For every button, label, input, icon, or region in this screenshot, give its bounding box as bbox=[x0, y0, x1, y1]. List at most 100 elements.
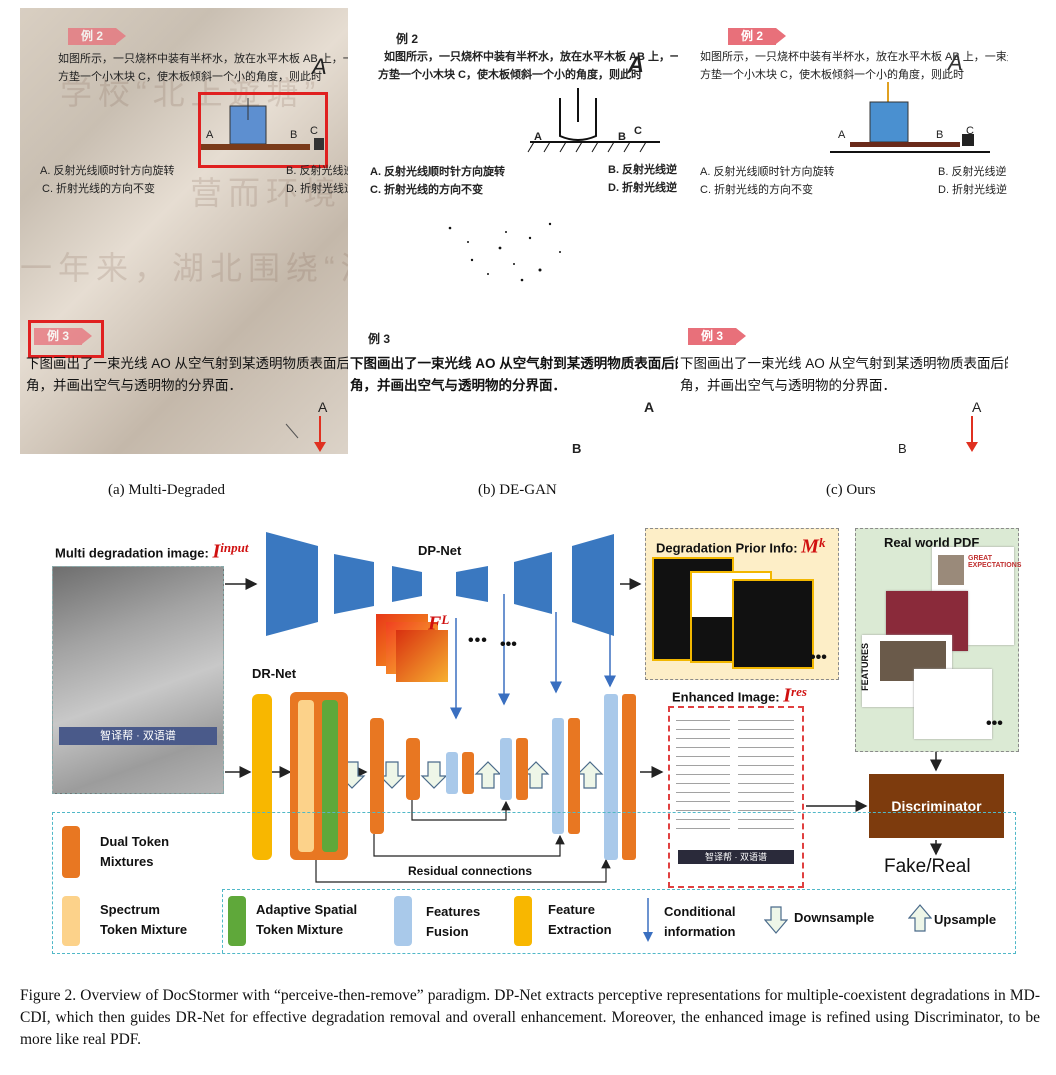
drnet-label: DR-Net bbox=[252, 666, 297, 681]
light-ray bbox=[966, 416, 978, 452]
legend-box bbox=[52, 812, 1016, 954]
option-d: D. 折射光线逆 bbox=[938, 184, 1008, 196]
pdf-page bbox=[914, 669, 992, 739]
enhanced-symbol: I bbox=[783, 684, 792, 707]
legend-down-label: Downsample bbox=[794, 910, 875, 925]
pdf-side-title: FEATURES bbox=[860, 643, 870, 691]
adaptive-spatial-token-mixture bbox=[322, 700, 338, 852]
dual-token-mixture bbox=[370, 718, 384, 834]
highlight-box bbox=[198, 92, 328, 168]
legend-adaptive-swatch bbox=[228, 896, 246, 946]
point-b: B bbox=[618, 131, 626, 143]
prior-label-text: Degradation Prior Info: bbox=[656, 540, 802, 556]
panel-multi-degraded: 学校“北上遊塘” 一年来，湖北围绕“清 营而环境 例 2 如图所示，一只烧杯中装… bbox=[20, 8, 348, 454]
prior-symbol: M bbox=[801, 535, 819, 558]
option-c: C. 折射光线的方向不变 bbox=[370, 184, 484, 196]
legend-conditional-label: Conditional information bbox=[664, 904, 736, 939]
question-line: 方垫一个小木块 C，使木板倾斜一个小的角度，则此时 bbox=[700, 69, 964, 81]
legend-up-label: Upsample bbox=[934, 912, 997, 927]
enhanced-image: 智译帮 · 双语谱 bbox=[668, 706, 804, 888]
point-b: B bbox=[898, 441, 907, 454]
ellipsis: ••• bbox=[810, 649, 827, 666]
point-a: A bbox=[644, 399, 655, 415]
option-a: A. 反射光线顺时针方向旋转 bbox=[370, 166, 506, 178]
dual-token-mixture-large bbox=[290, 692, 348, 860]
point-a: A bbox=[972, 399, 982, 415]
ellipsis: ••• bbox=[500, 636, 517, 653]
legend-fusion-label: Features Fusion bbox=[426, 904, 481, 939]
upsample-icon bbox=[908, 904, 932, 932]
dual-token-mixture bbox=[622, 694, 636, 860]
option-d: D. 折射光线逆 bbox=[608, 182, 678, 194]
watermark-text: 一年来，湖北围绕“清 bbox=[20, 250, 348, 286]
option-b: B. 反射光线逆 bbox=[608, 164, 678, 176]
prior-superscript: k bbox=[818, 535, 826, 550]
example-badge: 例 2 bbox=[68, 28, 126, 45]
question-line: 方垫一个小木块 C，使木板倾斜一个小的角度，则此时 bbox=[378, 69, 642, 81]
question-line: 下图画出了一束光线 AO 从空气射到某透明物质表面后的反 bbox=[350, 356, 678, 371]
handwritten-answer: A bbox=[312, 54, 327, 79]
legend-fusion-swatch bbox=[394, 896, 412, 946]
legend-adaptive-label: Adaptive Spatial Token Mixture bbox=[256, 902, 358, 937]
example-badge: 例 3 bbox=[34, 328, 92, 345]
features-fusion bbox=[500, 738, 512, 800]
point-a: A bbox=[318, 399, 328, 415]
option-d: D. 折射光线逆 bbox=[286, 183, 348, 195]
legend-extraction-label: Feature Extraction bbox=[548, 902, 612, 937]
degradation-prior-panel: Degradation Prior Info: Mk ••• bbox=[645, 528, 839, 680]
point-b: B bbox=[572, 441, 582, 454]
feature-extraction-block bbox=[252, 694, 272, 860]
features-fusion bbox=[552, 718, 564, 834]
example-badge: 例 3 bbox=[688, 328, 746, 345]
dual-token-mixture bbox=[568, 718, 580, 834]
enhanced-superscript: res bbox=[791, 684, 807, 699]
input-label-text: Multi degradation image: bbox=[55, 545, 213, 561]
beaker-diagram bbox=[830, 82, 990, 153]
handwritten-answer: A bbox=[628, 52, 644, 77]
watermark-text: 营而环境 bbox=[190, 175, 343, 211]
question-line: 如图所示，一只烧杯中装有半杯水，放在水平木板 AB 上，一束光线 bbox=[58, 53, 348, 65]
pdf-heading: GREAT EXPECTATIONS bbox=[968, 555, 1022, 569]
point-b: B bbox=[290, 129, 298, 141]
question-line: 角，并画出空气与透明物的分界面． bbox=[26, 378, 242, 393]
option-b: B. 反射光线逆 bbox=[938, 166, 1007, 178]
option-c: C. 折射光线的方向不变 bbox=[700, 184, 814, 196]
features-fusion bbox=[446, 752, 458, 794]
question-line: 如图所示，一只烧杯中装有半杯水，放在水平木板 AB 上，一束光线 bbox=[700, 51, 1008, 63]
ellipsis: ••• bbox=[986, 715, 1003, 732]
legend-dual-label: Dual Token Mixtures bbox=[100, 834, 170, 869]
panel-degan: 例 2 如图所示，一只烧杯中装有半杯水，放在水平木板 AB 上，一束光线 方垫一… bbox=[350, 8, 678, 454]
dpnet-label: DP-Net bbox=[418, 543, 462, 558]
option-b: B. 反射光线逆 bbox=[286, 165, 348, 177]
legend-box-inner bbox=[222, 889, 1015, 953]
option-a: A. 反射光线顺时针方向旋转 bbox=[40, 165, 175, 177]
panel-ours: 例 2 如图所示，一只烧杯中装有半杯水，放在水平木板 AB 上，一束光线 方垫一… bbox=[680, 8, 1008, 454]
point-a: A bbox=[534, 131, 542, 143]
dual-token-mixture bbox=[516, 738, 528, 800]
point-b: B bbox=[936, 129, 944, 141]
text-lines bbox=[738, 716, 794, 836]
feature-label: FL bbox=[428, 612, 449, 635]
realpdf-label: Real world PDF bbox=[884, 535, 980, 550]
beaker-diagram bbox=[200, 98, 324, 150]
enhanced-label-text: Enhanced Image: bbox=[672, 689, 784, 705]
input-label: Multi degradation image: Iinput bbox=[55, 540, 248, 563]
legend-conditional-arrow bbox=[643, 898, 653, 942]
subcaption-a: (a) Multi-Degraded bbox=[108, 482, 226, 498]
example-mark: 例 3 bbox=[368, 332, 391, 346]
example-badge: 例 2 bbox=[728, 28, 786, 45]
enhanced-label: Enhanced Image: Ires bbox=[672, 684, 807, 707]
highlight-box bbox=[28, 320, 104, 358]
question-line: 下图画出了一束光线 AO 从空气射到某透明物质表面后的反 bbox=[680, 356, 1008, 371]
features-fusion bbox=[604, 694, 618, 860]
option-c: C. 折射光线的方向不变 bbox=[42, 183, 156, 195]
question-line: 方垫一个小木块 C，使木板倾斜一个小的角度，则此时 bbox=[58, 71, 322, 83]
input-degraded-image: 智译帮 · 双语谱 bbox=[52, 566, 224, 794]
subcaption-c: (c) Ours bbox=[826, 482, 876, 498]
pdf-photo bbox=[938, 555, 964, 585]
ellipsis: ••• bbox=[468, 632, 488, 649]
point-c: C bbox=[310, 125, 318, 137]
feature-symbol: F bbox=[428, 612, 442, 635]
point-a: A bbox=[838, 129, 846, 141]
subcaption-b: (b) DE-GAN bbox=[478, 482, 557, 498]
